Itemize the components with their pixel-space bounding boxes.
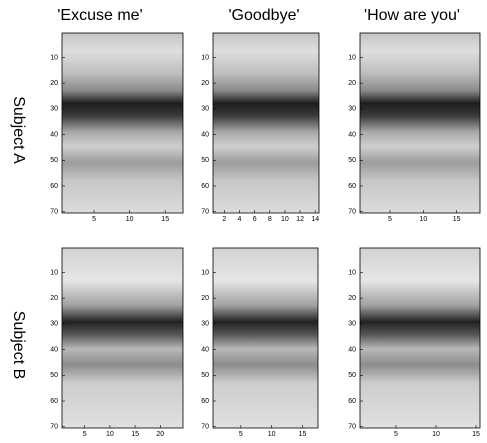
x-tick-label: 10 bbox=[268, 431, 276, 438]
x-tick-label: 5 bbox=[239, 431, 243, 438]
y-tick-label: 60 bbox=[50, 183, 58, 190]
heatmap-image bbox=[213, 33, 319, 213]
x-tick-label: 15 bbox=[161, 216, 169, 223]
y-tick-label: 20 bbox=[50, 295, 58, 302]
y-tick-label: 60 bbox=[348, 183, 356, 190]
x-tick-label: 8 bbox=[268, 216, 272, 223]
y-tick-label: 70 bbox=[348, 209, 356, 216]
y-tick-label: 10 bbox=[348, 54, 356, 61]
y-tick-label: 50 bbox=[348, 372, 356, 379]
x-tick-label: 15 bbox=[299, 431, 307, 438]
y-tick-label: 10 bbox=[50, 54, 58, 61]
y-tick-label: 30 bbox=[201, 106, 209, 113]
row-label: Subject B bbox=[10, 311, 27, 379]
y-tick-label: 40 bbox=[50, 131, 58, 138]
x-tick-label: 15 bbox=[453, 216, 461, 223]
heatmap-image bbox=[360, 33, 480, 213]
x-tick-label: 10 bbox=[106, 431, 114, 438]
column-title: 'Excuse me' bbox=[57, 7, 142, 24]
y-tick-label: 40 bbox=[201, 131, 209, 138]
y-tick-label: 30 bbox=[201, 321, 209, 328]
y-tick-label: 60 bbox=[201, 398, 209, 405]
y-tick-label: 50 bbox=[201, 157, 209, 164]
x-tick-label: 5 bbox=[83, 431, 87, 438]
x-tick-label: 10 bbox=[126, 216, 134, 223]
y-tick-label: 20 bbox=[348, 295, 356, 302]
x-tick-label: 5 bbox=[388, 216, 392, 223]
column-title: 'Goodbye' bbox=[228, 7, 299, 24]
x-tick-label: 5 bbox=[92, 216, 96, 223]
y-tick-label: 20 bbox=[201, 80, 209, 87]
x-tick-label: 10 bbox=[281, 216, 289, 223]
column-title: 'How are you' bbox=[364, 7, 460, 24]
x-tick-label: 10 bbox=[419, 216, 427, 223]
heatmap-image bbox=[360, 248, 480, 428]
x-tick-label: 2 bbox=[222, 216, 226, 223]
row-label: Subject A bbox=[10, 96, 27, 164]
heatmap-image bbox=[213, 248, 318, 428]
y-tick-label: 10 bbox=[348, 269, 356, 276]
x-tick-label: 14 bbox=[311, 216, 319, 223]
x-tick-label: 15 bbox=[472, 431, 480, 438]
x-tick-label: 12 bbox=[296, 216, 304, 223]
figure: 'Excuse me' 'Goodbye' 'How are you' Subject… bbox=[0, 0, 487, 438]
y-tick-label: 60 bbox=[201, 183, 209, 190]
x-tick-label: 20 bbox=[156, 431, 164, 438]
y-tick-label: 30 bbox=[50, 106, 58, 113]
y-tick-label: 30 bbox=[348, 106, 356, 113]
y-tick-label: 30 bbox=[50, 321, 58, 328]
x-tick-label: 15 bbox=[131, 431, 139, 438]
y-tick-label: 60 bbox=[348, 398, 356, 405]
y-tick-label: 70 bbox=[201, 209, 209, 216]
y-tick-label: 50 bbox=[201, 372, 209, 379]
y-tick-label: 10 bbox=[50, 269, 58, 276]
y-tick-label: 70 bbox=[50, 424, 58, 431]
y-tick-label: 40 bbox=[201, 346, 209, 353]
x-tick-label: 5 bbox=[394, 431, 398, 438]
x-tick-label: 6 bbox=[253, 216, 257, 223]
x-tick-label: 10 bbox=[432, 431, 440, 438]
y-tick-label: 70 bbox=[201, 424, 209, 431]
y-tick-label: 20 bbox=[50, 80, 58, 87]
y-tick-label: 40 bbox=[50, 346, 58, 353]
x-tick-label: 4 bbox=[238, 216, 242, 223]
heatmap-image bbox=[62, 248, 183, 428]
heatmap-image bbox=[62, 33, 183, 213]
y-tick-label: 70 bbox=[50, 209, 58, 216]
y-tick-label: 50 bbox=[50, 157, 58, 164]
y-tick-label: 70 bbox=[348, 424, 356, 431]
y-tick-label: 60 bbox=[50, 398, 58, 405]
y-tick-label: 10 bbox=[201, 54, 209, 61]
y-tick-label: 40 bbox=[348, 131, 356, 138]
y-tick-label: 40 bbox=[348, 346, 356, 353]
y-tick-label: 20 bbox=[201, 295, 209, 302]
y-tick-label: 30 bbox=[348, 321, 356, 328]
y-tick-label: 10 bbox=[201, 269, 209, 276]
y-tick-label: 20 bbox=[348, 80, 356, 87]
y-tick-label: 50 bbox=[348, 157, 356, 164]
y-tick-label: 50 bbox=[50, 372, 58, 379]
